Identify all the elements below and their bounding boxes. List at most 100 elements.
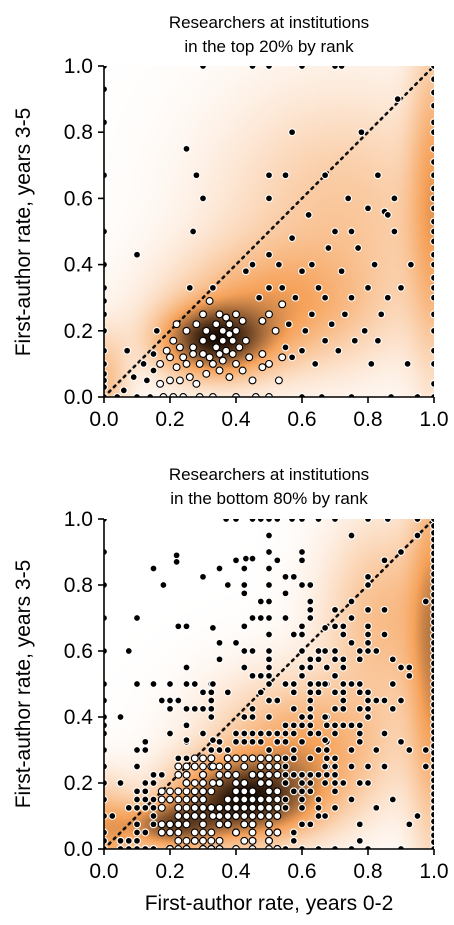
data-point [339, 663, 348, 672]
data-point [397, 696, 405, 705]
x-tick-label: 0.6 [287, 408, 316, 431]
data-point [182, 812, 191, 820]
data-point [430, 88, 434, 97]
data-point [273, 754, 282, 763]
data-point [104, 376, 108, 385]
data-point [256, 688, 265, 697]
y-axis-label: First-author rate, years 3-5 [12, 560, 35, 809]
data-point [274, 376, 283, 385]
data-point [256, 671, 265, 680]
data-point [166, 795, 174, 804]
data-point [241, 267, 250, 276]
data-point [256, 795, 265, 804]
data-point [174, 622, 183, 631]
data-point [380, 729, 389, 738]
data-point [360, 326, 369, 335]
data-point [265, 393, 273, 397]
data-point [265, 680, 273, 688]
data-point [235, 343, 244, 352]
data-point [430, 528, 434, 537]
data-point [223, 820, 232, 829]
data-point [104, 359, 108, 368]
data-point [166, 696, 174, 705]
data-point [339, 688, 348, 697]
data-point [430, 273, 434, 282]
data-point [306, 770, 315, 779]
data-point [307, 310, 316, 319]
data-point [273, 770, 282, 779]
data-point [298, 787, 306, 796]
data-point [304, 210, 313, 219]
x-tick-label: 0.4 [221, 860, 251, 883]
data-point [141, 746, 150, 754]
data-point [172, 551, 181, 560]
data-point [289, 828, 298, 837]
data-point [240, 787, 249, 796]
data-point [430, 293, 434, 302]
data-point [289, 630, 298, 639]
data-point [174, 812, 183, 820]
data-point [174, 828, 183, 837]
data-point [182, 359, 191, 368]
data-point [430, 570, 434, 578]
data-point [240, 713, 249, 721]
data-point [298, 548, 306, 556]
data-point [265, 812, 273, 820]
data-point [225, 320, 234, 329]
data-point [258, 316, 267, 325]
data-point [273, 803, 282, 812]
data-point [265, 779, 273, 787]
data-point [306, 754, 315, 763]
data-point [208, 623, 217, 632]
data-point [116, 779, 125, 787]
data-point [207, 688, 216, 697]
data-point [322, 663, 331, 672]
data-point [232, 556, 240, 565]
data-point [190, 803, 199, 812]
data-point [207, 746, 216, 754]
data-point [190, 828, 199, 837]
data-point [141, 803, 150, 812]
data-point [199, 350, 207, 358]
data-point [298, 647, 306, 655]
data-point [273, 729, 282, 738]
data-point [248, 519, 257, 523]
data-point [265, 828, 273, 837]
data-point [380, 630, 389, 639]
data-point [265, 836, 273, 845]
data-point [430, 326, 434, 335]
data-point [215, 770, 224, 779]
data-point [364, 638, 372, 647]
data-point [104, 696, 108, 705]
y-tick-label: 1.0 [64, 55, 93, 78]
data-point [215, 737, 224, 746]
data-point [182, 795, 191, 804]
data-point [372, 746, 381, 754]
x-tick-label: 1.0 [419, 408, 448, 431]
data-point [225, 373, 234, 382]
data-point [199, 310, 207, 319]
data-point [182, 326, 191, 335]
data-point [256, 770, 265, 779]
data-point [430, 379, 434, 388]
data-point [199, 770, 207, 779]
data-point [377, 310, 386, 319]
data-point [430, 755, 434, 764]
data-point [248, 260, 257, 269]
data-point [222, 346, 231, 355]
data-point [133, 787, 141, 796]
data-point [215, 366, 224, 375]
data-point [133, 803, 141, 812]
data-point [182, 754, 191, 763]
data-point [331, 688, 339, 697]
data-point [207, 787, 216, 796]
y-tick-label: 0.0 [64, 838, 93, 861]
data-point [306, 688, 315, 697]
data-point [331, 770, 339, 779]
data-point [185, 373, 194, 382]
data-point [390, 227, 399, 236]
data-point [380, 556, 389, 565]
data-point [190, 795, 199, 804]
data-point [240, 737, 249, 746]
data-point [232, 638, 240, 647]
